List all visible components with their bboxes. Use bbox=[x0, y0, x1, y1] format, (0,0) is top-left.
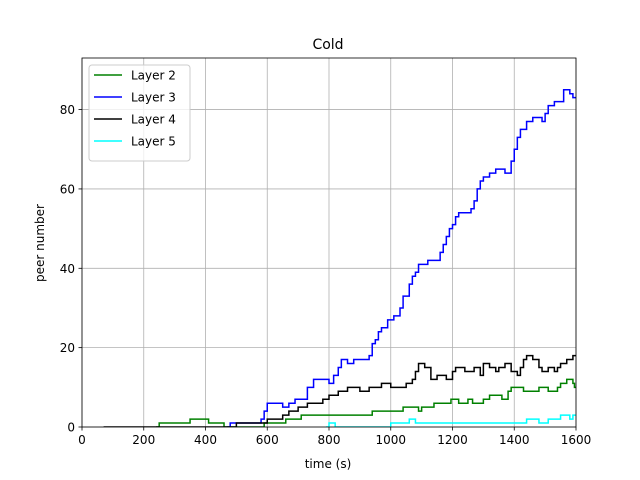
y-axis-label: peer number bbox=[33, 204, 47, 282]
x-tick-label: 1600 bbox=[561, 433, 592, 447]
series-line bbox=[227, 88, 576, 427]
legend-label: Layer 3 bbox=[131, 91, 176, 105]
y-tick-label: 40 bbox=[60, 262, 75, 276]
x-tick-label: 200 bbox=[132, 433, 155, 447]
chart-title: Cold bbox=[312, 37, 343, 53]
legend-label: Layer 5 bbox=[131, 135, 176, 149]
x-tick-label: 1200 bbox=[437, 433, 468, 447]
legend: Layer 2 Layer 3 Layer 4 Layer 5 bbox=[88, 64, 191, 162]
series-layer bbox=[103, 88, 576, 427]
legend-label: Layer 4 bbox=[131, 113, 176, 127]
y-tick-label: 20 bbox=[60, 341, 75, 355]
x-tick-label: 600 bbox=[256, 433, 279, 447]
x-tick-label: 1400 bbox=[499, 433, 530, 447]
series-line bbox=[103, 354, 576, 427]
legend-label: Layer 2 bbox=[131, 69, 176, 83]
grid-lines bbox=[81, 58, 577, 428]
x-tick-label: 400 bbox=[194, 433, 217, 447]
x-tick-label: 800 bbox=[318, 433, 341, 447]
series-line bbox=[325, 414, 576, 427]
y-tick-label: 80 bbox=[60, 103, 75, 117]
series-line bbox=[156, 378, 576, 427]
axes: 0 200 400 600 800 1000 1200 1400 1600 0 20 40 60 80 bbox=[60, 57, 592, 447]
legend-box bbox=[88, 64, 191, 162]
x-axis-label: time (s) bbox=[305, 457, 352, 471]
x-tick-label: 1000 bbox=[375, 433, 406, 447]
y-tick-label: 60 bbox=[60, 182, 75, 196]
x-tick-label: 0 bbox=[78, 433, 86, 447]
y-tick-label: 0 bbox=[67, 421, 75, 435]
